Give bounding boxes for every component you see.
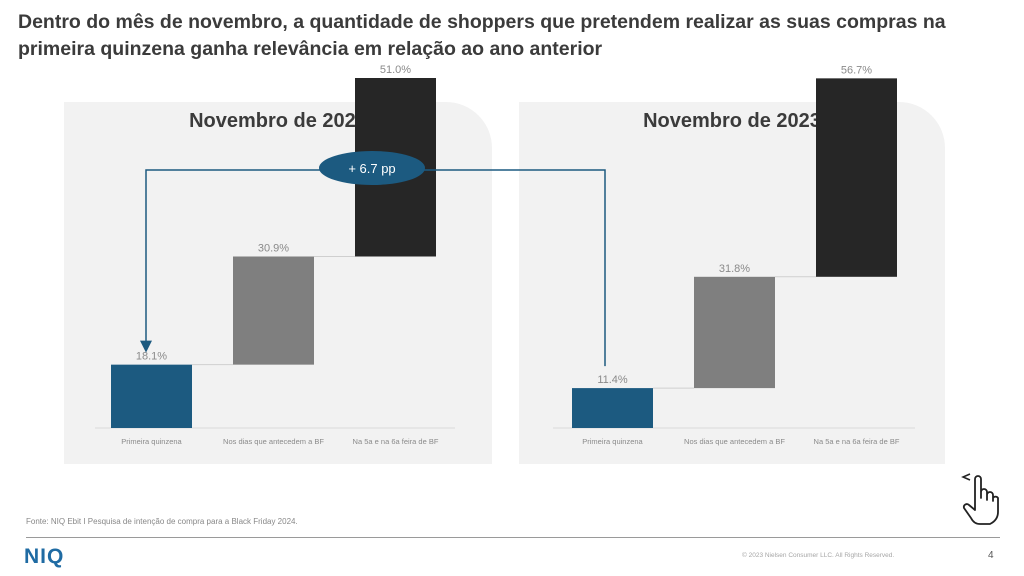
headline: Dentro do mês de novembro, a quantidade … [18, 11, 946, 60]
panel-title-2024: Novembro de 2024 [189, 110, 367, 132]
category-label: Nos dias que antecedem a BF [684, 437, 785, 446]
source-note: Fonte: NIQ Ebit I Pesquisa de intenção d… [26, 517, 298, 526]
data-label: 18.1% [136, 351, 167, 363]
chart-2023: 11.4% Primeira quinzena 31.8% Nos dias que … [553, 64, 915, 446]
copyright-text: © 2023 Nielsen Consumer LLC. All Rights … [742, 552, 895, 559]
page-number: 4 [988, 550, 994, 561]
bar-2 [694, 276, 775, 389]
callout-label: + 6.7 pp [348, 161, 395, 176]
bar-3 [816, 78, 897, 277]
category-label: Na 5a e na 6a feira de BF [814, 437, 900, 446]
category-label: Nos dias que antecedem a BF [223, 437, 324, 446]
category-label: Primeira quinzena [582, 437, 643, 446]
bar-1 [572, 388, 653, 428]
footer-divider [26, 537, 1000, 538]
category-label: Primeira quinzena [121, 437, 182, 446]
pointer-hand-icon[interactable] [958, 470, 1002, 530]
category-label: Na 5a e na 6a feira de BF [353, 437, 439, 446]
callout-pill [319, 151, 425, 185]
data-label: 56.7% [841, 64, 872, 76]
bar-1 [111, 364, 192, 428]
data-label: 30.9% [258, 243, 289, 255]
niq-logo: NIQ [24, 545, 65, 568]
chart-2024: 18.1% Primeira quinzena 30.9% Nos dias que … [95, 64, 455, 446]
data-label: 31.8% [719, 263, 750, 275]
bar-2 [233, 256, 314, 365]
difference-connector: + 6.7 pp [140, 151, 606, 367]
data-label: 11.4% [597, 374, 628, 386]
panel-title-2023: Novembro de 2023 [643, 110, 821, 132]
data-label: 51.0% [380, 64, 411, 76]
